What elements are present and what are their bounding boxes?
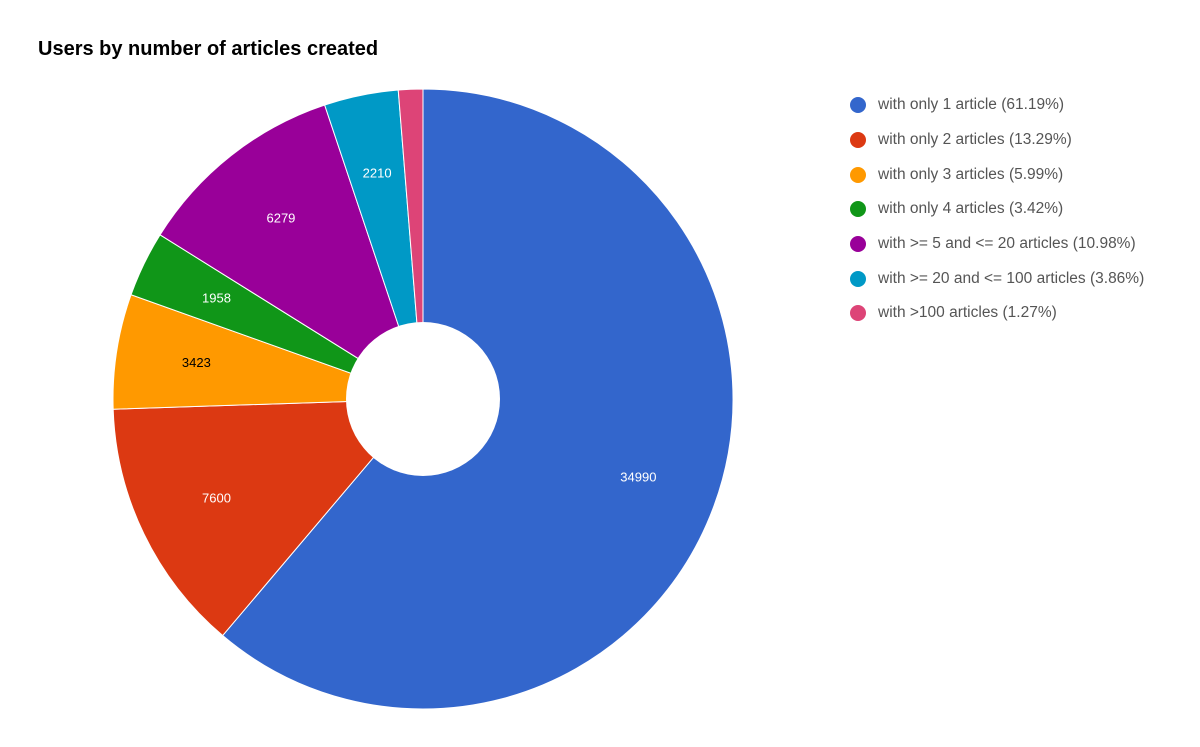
legend-label: with only 1 article (61.19%) — [878, 96, 1065, 114]
pie-slice-labels: 34990 7600 3423 1958 6279 2210 — [182, 166, 657, 506]
legend-label: with >100 articles (1.27%) — [878, 304, 1057, 322]
pie-slice-5[interactable] — [159, 104, 424, 401]
chart-title: Users by number of articles created — [38, 38, 379, 60]
legend-item-6[interactable]: with >= 20 and <= 100 articles (3.86%) — [850, 261, 1144, 296]
legend-label: with >= 20 and <= 100 articles (3.86%) — [878, 269, 1145, 287]
legend-swatch — [850, 97, 866, 114]
legend-label: with >= 5 and <= 20 articles (10.98%) — [878, 235, 1136, 253]
slice-value-label-6: 2210 — [363, 166, 392, 181]
legend-swatch — [850, 270, 866, 287]
pie-slice-2[interactable] — [112, 398, 425, 637]
legend-label: with only 3 articles (5.99%) — [878, 165, 1064, 183]
slice-value-label-4: 1958 — [202, 291, 231, 306]
donut-hole — [346, 322, 500, 476]
legend-label: with only 2 articles (13.29%) — [878, 131, 1072, 149]
legend-swatch — [850, 201, 866, 218]
pie-slice-7[interactable] — [397, 88, 424, 400]
chart-legend: with only 1 article (61.19%) with only 2 … — [850, 88, 1144, 331]
legend-swatch — [850, 305, 866, 322]
pie-slices — [112, 88, 734, 710]
legend-swatch — [850, 236, 866, 253]
legend-item-2[interactable]: with only 2 articles (13.29%) — [850, 123, 1144, 158]
slice-value-label-3: 3423 — [182, 355, 211, 370]
slice-value-label-1: 34990 — [620, 469, 656, 484]
legend-item-1[interactable]: with only 1 article (61.19%) — [850, 88, 1144, 123]
legend-item-3[interactable]: with only 3 articles (5.99%) — [850, 157, 1144, 192]
legend-item-5[interactable]: with >= 5 and <= 20 articles (10.98%) — [850, 227, 1144, 262]
legend-label: with only 4 articles (3.42%) — [878, 200, 1064, 218]
legend-swatch — [850, 132, 866, 149]
legend-swatch — [850, 166, 866, 183]
legend-item-7[interactable]: with >100 articles (1.27%) — [850, 296, 1144, 331]
slice-value-label-5: 6279 — [266, 210, 295, 225]
legend-item-4[interactable]: with only 4 articles (3.42%) — [850, 192, 1144, 227]
slice-value-label-2: 7600 — [202, 490, 231, 505]
